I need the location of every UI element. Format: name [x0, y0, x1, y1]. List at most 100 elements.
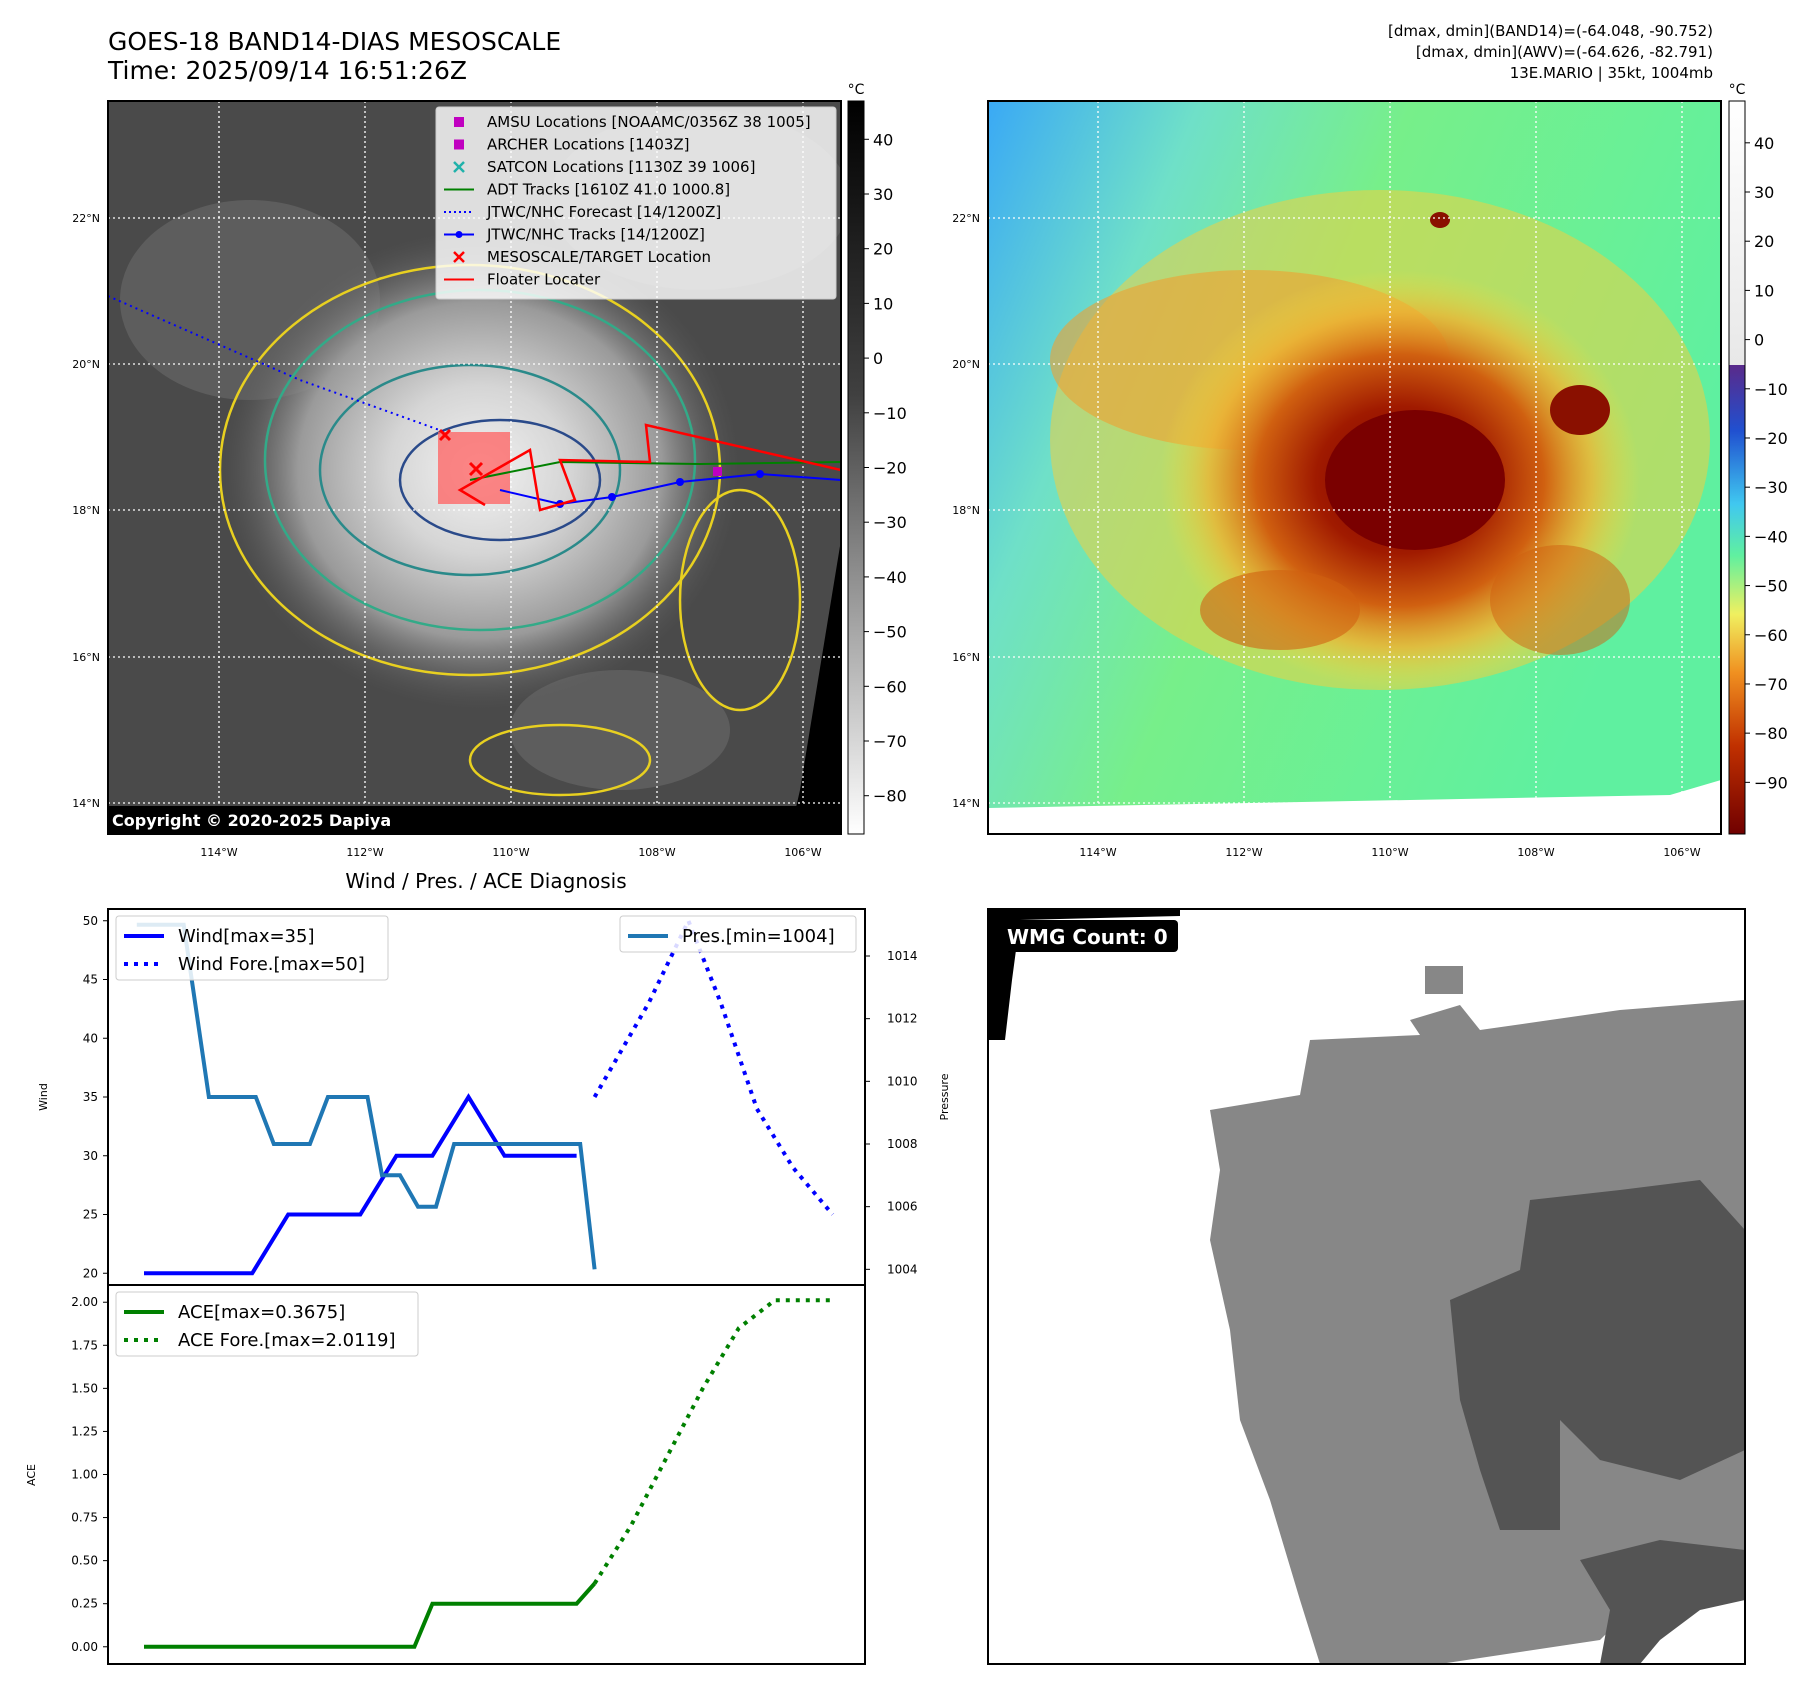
awv-lat-label: 16°N: [952, 651, 980, 664]
series-line: [592, 1298, 833, 1585]
legend-box: [435, 106, 837, 300]
awv-lat-label: 20°N: [952, 358, 980, 371]
legend-entry-label: SATCON Locations [1130Z 39 1006]: [487, 158, 755, 176]
storm-info-label: 13E.MARIO | 35kt, 1004mb: [1509, 64, 1713, 82]
colorbar-tick-label: 10: [873, 294, 893, 313]
adt-track: [469, 460, 841, 481]
chart-legend: ACE[max=0.3675] ACE Fore.[max=2.0119]: [115, 1291, 419, 1357]
legend-entry-label: ARCHER Locations [1403Z]: [487, 136, 690, 154]
legend-entry-label: AMSU Locations [NOAAMC/0356Z 38 1005]: [487, 113, 811, 131]
y2-tick-label: 1008: [887, 1137, 918, 1151]
ir-no-data-region: [790, 540, 841, 834]
y-tick-label: 1.25: [71, 1424, 98, 1438]
awv-range-label: [dmax, dmin](AWV)=(-64.626, -82.791): [1415, 43, 1713, 61]
legend-box: [115, 915, 389, 981]
wmg-panel: WMG Count: 0: [987, 908, 1746, 1665]
awv-lon-label: 114°W: [1079, 846, 1116, 859]
colorbar-tick-label: 0: [873, 349, 883, 368]
colorbar-tick-label: 30: [1754, 183, 1774, 202]
awv-colorbar-unit: °C: [1729, 82, 1746, 98]
colorbar-tick-label: 40: [1754, 134, 1774, 153]
ir-lat-label: 22°N: [72, 212, 100, 225]
wmg-frame: [987, 908, 1746, 1665]
y-tick-label: 45: [83, 973, 98, 987]
chart-legend: Pres.[min=1004]: [619, 915, 857, 953]
ir-colorbar-ticks: 40 30 20 10 0 −10 −20 −30 −40 −50 −60 −70 −80: [864, 130, 907, 806]
legend-symbol: [453, 161, 465, 173]
y2-tick-label: 1012: [887, 1012, 918, 1026]
colorbar-tick-label: −10: [1754, 380, 1788, 399]
ir-lon-label: 112°W: [346, 846, 383, 859]
legend-entry-label: JTWC/NHC Forecast [14/1200Z]: [486, 203, 721, 221]
awv-colorbar: [1728, 100, 1746, 835]
ir-colorbar: [847, 100, 865, 835]
colorbar-tick-label: 0: [1754, 331, 1764, 350]
legend-entry-label: JTWC/NHC Tracks [14/1200Z]: [486, 226, 705, 244]
colorbar-tick-label: −20: [1754, 429, 1788, 448]
colorbar-tick-label: −30: [873, 513, 907, 532]
ir-lat-label: 18°N: [72, 504, 100, 517]
colorbar-tick-label: −70: [1754, 675, 1788, 694]
series-line: [144, 1582, 597, 1649]
awv-map-panel: 22°N 20°N 18°N 16°N 14°N 114°W 112°W 110…: [952, 82, 1788, 859]
legend-entry-label: Wind[max=35]: [178, 926, 315, 947]
ir-lat-label: 14°N: [72, 797, 100, 810]
figure-time: Time: 2025/09/14 16:51:26Z: [108, 56, 467, 85]
y-tick-label: 30: [83, 1149, 98, 1163]
awv-lon-label: 108°W: [1517, 846, 1554, 859]
y2-tick-label: 1004: [887, 1262, 918, 1276]
awv-lat-label: 22°N: [952, 212, 980, 225]
copyright-bar: [108, 806, 841, 834]
y2-tick-label: 1006: [887, 1200, 918, 1214]
ir-lon-label: 108°W: [638, 846, 675, 859]
ir-lon-label: 106°W: [784, 846, 821, 859]
colorbar-tick-label: 20: [1754, 232, 1774, 251]
colorbar-tick-label: −80: [873, 787, 907, 806]
wind-pressure-plot: 20 25 30 35 40 45 50 1004 1006 1008 1010 1012 1014 Wi…: [83, 908, 918, 1286]
wmg-field-dark: [1450, 1180, 1745, 1530]
y-tick-label: 1.50: [71, 1381, 98, 1395]
forecast-track: [108, 295, 446, 433]
colorbar-tick-label: −50: [1754, 577, 1788, 596]
wind-axis-label: Wind: [37, 1083, 50, 1111]
colorbar-tick-label: −60: [873, 677, 907, 696]
series-line: [136, 922, 597, 1270]
ace-axis-label: ACE: [25, 1464, 38, 1486]
best-track: [499, 472, 841, 506]
colorbar-tick-label: 40: [873, 130, 893, 149]
colorbar-tick-label: −70: [873, 732, 907, 751]
colorbar-tick-label: −80: [1754, 724, 1788, 743]
awv-lat-label: 18°N: [952, 504, 980, 517]
pressure-axis-label: Pressure: [938, 1073, 951, 1120]
colorbar-tick-label: −20: [873, 459, 907, 478]
y-tick-label: 50: [83, 914, 98, 928]
y-tick-label: 1.00: [71, 1468, 98, 1482]
colorbar-tick-label: −30: [1754, 478, 1788, 497]
colorbar-tick-label: −40: [1754, 527, 1788, 546]
legend-entry-label: ADT Tracks [1610Z 41.0 1000.8]: [487, 181, 730, 199]
colorbar-tick-label: −40: [873, 568, 907, 587]
ir-lat-label: 16°N: [72, 651, 100, 664]
ir-map-legend: AMSU Locations [NOAAMC/0356Z 38 1005] ARC…: [435, 106, 837, 300]
y-tick-label: 0.25: [71, 1597, 98, 1611]
legend-symbol: [454, 139, 464, 150]
y-tick-label: 35: [83, 1090, 98, 1104]
ace-plot: 0.00 0.25 0.50 0.75 1.00 1.25 1.50 1.75 2.00 ACE[…: [71, 1284, 866, 1665]
awv-lon-label: 106°W: [1663, 846, 1700, 859]
y2-tick-label: 1014: [887, 949, 918, 963]
bt14-range-label: [dmax, dmin](BAND14)=(-64.048, -90.752): [1388, 22, 1713, 40]
colorbar-tick-label: −50: [873, 623, 907, 642]
y-tick-label: 0.00: [71, 1640, 98, 1654]
awv-map-frame: [987, 100, 1722, 835]
y-tick-label: 0.50: [71, 1554, 98, 1568]
awv-lon-label: 110°W: [1371, 846, 1408, 859]
legend-entry-label: ACE Fore.[max=2.0119]: [178, 1330, 396, 1351]
legend-entry-label: Pres.[min=1004]: [682, 926, 835, 947]
legend-symbol: [454, 117, 464, 127]
chart-legend: Wind[max=35] Wind Fore.[max=50]: [115, 915, 389, 981]
diagnosis-title: Wind / Pres. / ACE Diagnosis: [345, 869, 626, 893]
colorbar-tick-label: −90: [1754, 773, 1788, 792]
wmg-count-label: WMG Count: 0: [1007, 925, 1168, 949]
copyright-text: Copyright © 2020-2025 Dapiya: [112, 811, 391, 830]
